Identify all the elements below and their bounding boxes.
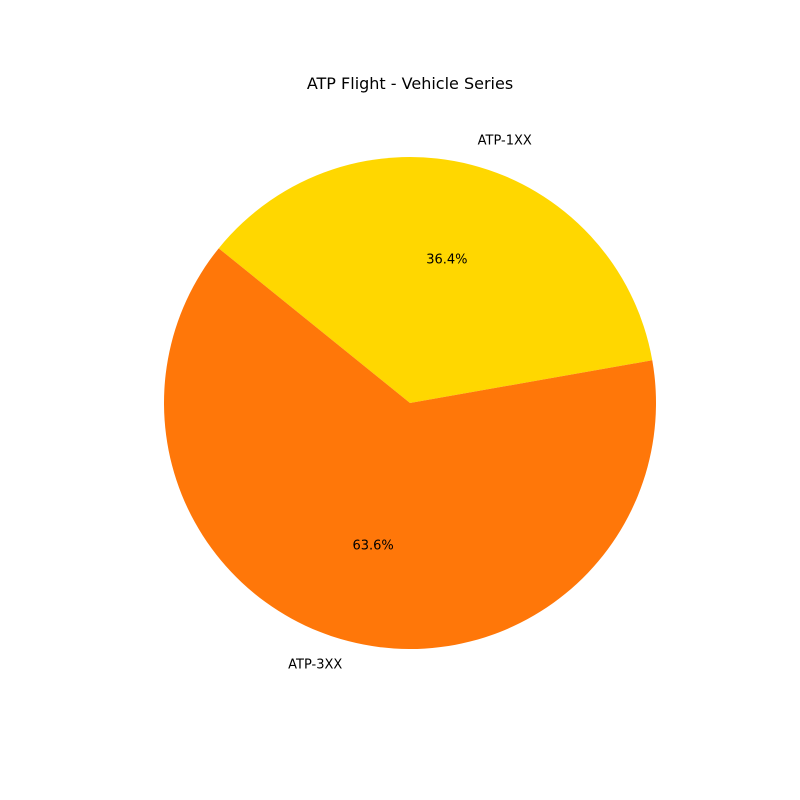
- slice-label-atp-1xx: ATP-1XX: [478, 133, 532, 148]
- slice-percent-atp-3xx: 63.6%: [352, 538, 393, 553]
- pie-slice-atp-1xx: [218, 157, 653, 403]
- slice-percent-atp-1xx: 36.4%: [426, 253, 467, 268]
- pie-labels: ATP-1XX 36.4% ATP-3XX 63.6%: [288, 133, 532, 672]
- slice-label-atp-3xx: ATP-3XX: [288, 658, 342, 673]
- pie-slices: [163, 157, 656, 650]
- pie-slice-atp-3xx: [163, 248, 656, 650]
- chart-title: ATP Flight - Vehicle Series: [307, 74, 513, 93]
